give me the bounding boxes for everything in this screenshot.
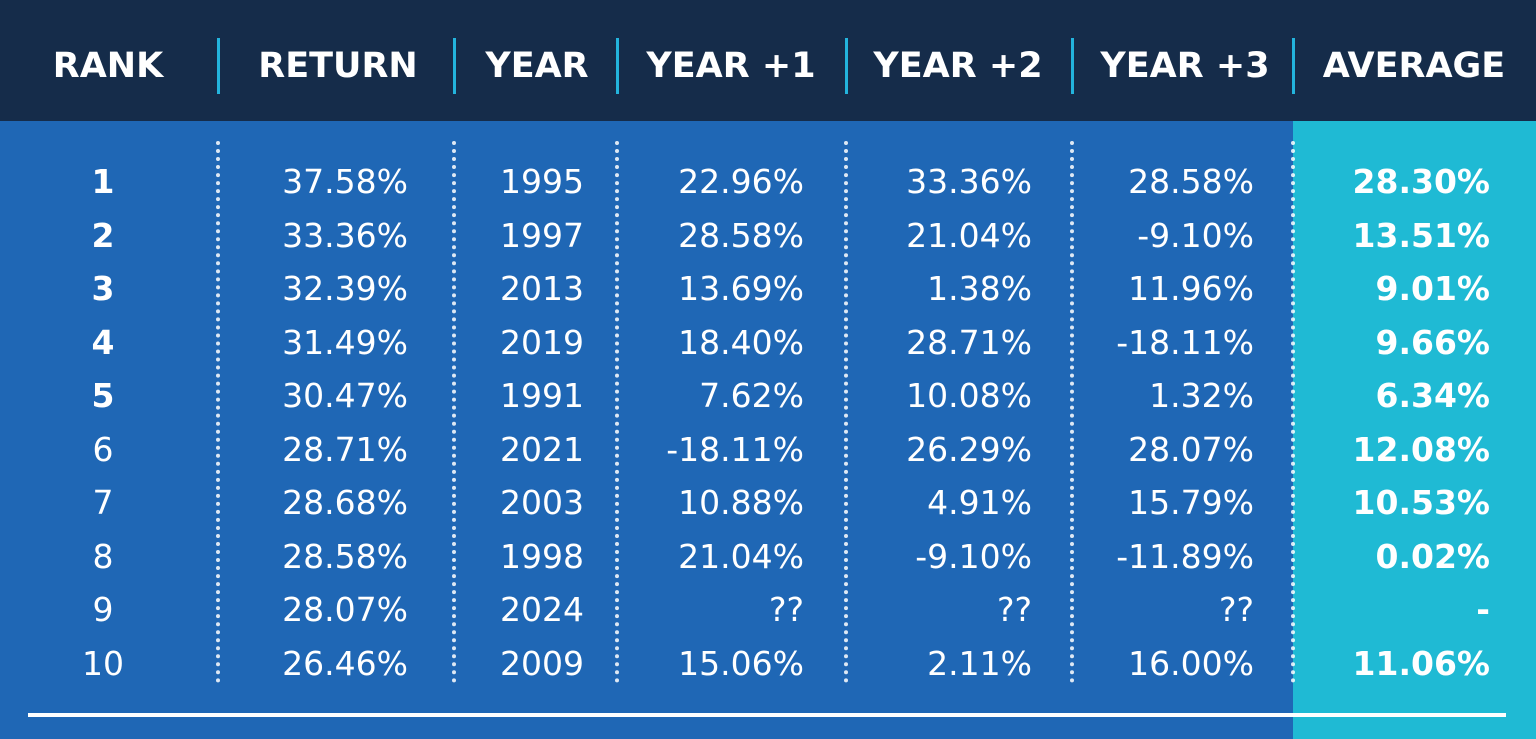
- cell-year-1: 13.69%: [678, 269, 804, 308]
- header-separator: [453, 38, 456, 94]
- cell-rank: 8: [92, 536, 114, 576]
- cell-year: 2019: [500, 322, 584, 362]
- cell-rank: 9: [92, 590, 114, 629]
- dotted-column-separator: [1070, 141, 1074, 683]
- cell-return: 28.68%: [282, 483, 408, 522]
- cell-year-3: 11.96%: [1128, 269, 1254, 308]
- cell-year-2: ??: [996, 590, 1032, 629]
- cell-rank: 3: [91, 269, 115, 308]
- dotted-column-separator: [452, 141, 456, 683]
- cell-year-1: 10.88%: [678, 483, 804, 522]
- cell-year: 1998: [500, 536, 584, 576]
- average-column-highlight: [1293, 121, 1536, 739]
- cell-year: 2021: [500, 429, 584, 469]
- cell-year-2: 21.04%: [906, 215, 1032, 255]
- cell-year-1: -18.11%: [666, 429, 804, 469]
- cell-year-3: 15.79%: [1128, 483, 1254, 522]
- cell-year-2: 28.71%: [906, 322, 1032, 362]
- header-separator: [1292, 38, 1295, 94]
- cell-rank: 4: [91, 322, 115, 362]
- cell-return: 30.47%: [282, 376, 408, 415]
- cell-return: 37.58%: [282, 162, 408, 201]
- cell-year-2: 1.38%: [927, 269, 1032, 308]
- cell-year-2: 10.08%: [906, 376, 1032, 415]
- column-header-average: AVERAGE: [1322, 46, 1506, 86]
- cell-average: -: [1476, 590, 1490, 629]
- cell-rank: 5: [91, 376, 115, 415]
- cell-year-2: 33.36%: [906, 162, 1032, 201]
- cell-average: 13.51%: [1352, 215, 1490, 255]
- cell-year: 1997: [500, 215, 584, 255]
- column-header-return: RETURN: [258, 46, 418, 86]
- cell-average: 6.34%: [1375, 376, 1491, 415]
- cell-return: 28.07%: [282, 590, 408, 629]
- cell-year-1: 15.06%: [678, 643, 804, 683]
- cell-year: 2024: [500, 590, 584, 629]
- cell-rank: 7: [92, 483, 114, 522]
- column-header-rank: RANK: [52, 46, 164, 86]
- dotted-column-separator: [615, 141, 619, 683]
- cell-year-3: 1.32%: [1149, 376, 1254, 415]
- cell-rank: 2: [91, 215, 115, 255]
- column-header-year: YEAR: [485, 46, 589, 86]
- cell-year-2: 2.11%: [927, 643, 1032, 683]
- header-separator: [616, 38, 619, 94]
- cell-average: 11.06%: [1352, 643, 1490, 683]
- cell-average: 10.53%: [1352, 483, 1490, 522]
- cell-average: 0.02%: [1375, 536, 1491, 576]
- cell-average: 9.01%: [1375, 269, 1491, 308]
- dotted-column-separator: [216, 141, 220, 683]
- cell-return: 31.49%: [282, 322, 408, 362]
- cell-year-1: 22.96%: [678, 162, 804, 201]
- cell-return: 28.71%: [282, 429, 408, 469]
- cell-rank: 1: [91, 162, 115, 201]
- cell-average: 28.30%: [1352, 162, 1490, 201]
- cell-return: 26.46%: [282, 643, 408, 683]
- cell-year: 2013: [500, 269, 584, 308]
- cell-year: 1991: [500, 376, 584, 415]
- column-header-year-2: YEAR +2: [873, 46, 1043, 86]
- cell-year: 2003: [500, 483, 584, 522]
- column-header-year-3: YEAR +3: [1100, 46, 1270, 86]
- cell-year-3: -9.10%: [1137, 215, 1254, 255]
- cell-year-2: -9.10%: [915, 536, 1032, 576]
- dotted-column-separator: [844, 141, 848, 683]
- header-separator: [217, 38, 220, 94]
- cell-average: 12.08%: [1352, 429, 1490, 469]
- cell-year-2: 4.91%: [927, 483, 1032, 522]
- cell-year-1: 18.40%: [678, 322, 804, 362]
- cell-rank: 6: [92, 429, 114, 469]
- cell-year: 2009: [500, 643, 584, 683]
- cell-average: 9.66%: [1375, 322, 1491, 362]
- cell-year-3: 28.07%: [1128, 429, 1254, 469]
- column-header-year-1: YEAR +1: [646, 46, 816, 86]
- cell-year-1: ??: [768, 590, 804, 629]
- cell-year-2: 26.29%: [906, 429, 1032, 469]
- cell-year-1: 21.04%: [678, 536, 804, 576]
- cell-year-1: 28.58%: [678, 215, 804, 255]
- header-separator: [845, 38, 848, 94]
- cell-year-3: -18.11%: [1116, 322, 1254, 362]
- header-separator: [1071, 38, 1074, 94]
- cell-return: 32.39%: [282, 269, 408, 308]
- cell-rank: 10: [82, 643, 124, 683]
- cell-year-1: 7.62%: [699, 376, 804, 415]
- table-header: [0, 0, 1536, 121]
- cell-year-3: -11.89%: [1116, 536, 1254, 576]
- cell-year-3: 16.00%: [1128, 643, 1254, 683]
- cell-year-3: ??: [1218, 590, 1254, 629]
- cell-year: 1995: [500, 162, 584, 201]
- cell-year-3: 28.58%: [1128, 162, 1254, 201]
- cell-return: 28.58%: [282, 536, 408, 576]
- dotted-column-separator: [1291, 141, 1295, 683]
- bottom-divider: [28, 713, 1506, 717]
- cell-return: 33.36%: [282, 215, 408, 255]
